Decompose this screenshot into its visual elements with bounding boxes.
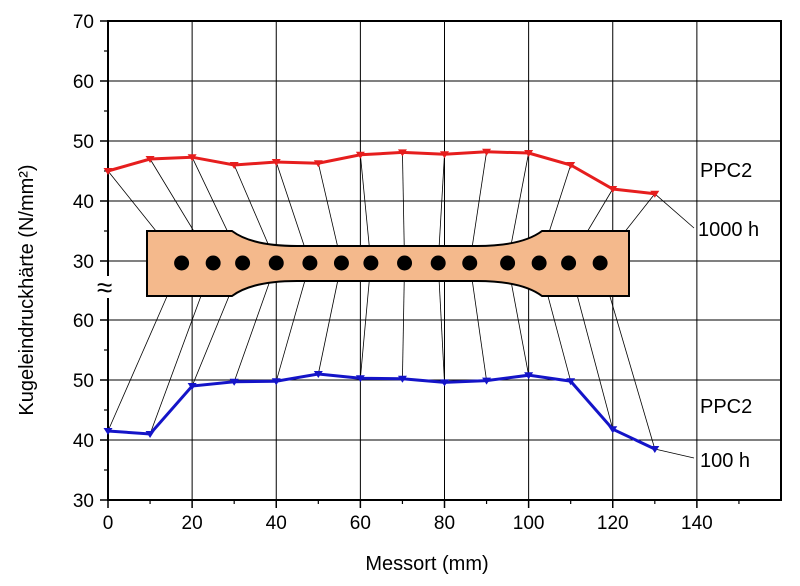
leader-line-upper — [402, 152, 405, 264]
tick-labels: 0 20 40 60 80 100 120 140 30 40 50 60 70 30 40 50 60 — [73, 12, 713, 534]
series-1000h-point — [608, 186, 618, 193]
axis-break-mask — [95, 276, 121, 298]
series-1000h-point — [103, 168, 113, 175]
label-lower-duration: 100 h — [700, 450, 750, 472]
series-1000h-point — [524, 150, 534, 157]
series-100h-point — [103, 428, 113, 435]
series-100h-point — [608, 426, 618, 434]
series-100h-point — [271, 378, 281, 386]
series-1000h-point — [397, 149, 407, 157]
label-leader-lower — [654, 448, 695, 459]
series-100h-point — [524, 372, 534, 380]
specimen-measure-point — [462, 255, 478, 271]
leader-line-upper — [437, 154, 445, 264]
specimen-measure-point — [363, 255, 379, 271]
series-1000h-line — [107, 150, 655, 196]
tick-marks — [100, 20, 740, 508]
label-upper-material: PPC2 — [700, 160, 752, 182]
leader-line-lower — [402, 262, 405, 379]
specimen-measure-point — [205, 255, 221, 271]
specimen-measure-point — [302, 255, 318, 271]
leader-line-upper — [359, 154, 372, 264]
specimen-measure-points — [174, 255, 608, 271]
series-1000h-point — [271, 159, 281, 166]
series-1000h-point — [440, 151, 449, 159]
series-1000h-point — [482, 148, 492, 156]
y-tick-label-lower: 60 — [73, 311, 94, 332]
x-tick-label: 120 — [597, 513, 629, 534]
y-tick-label-upper: 30 — [73, 252, 94, 273]
y-tick-label-upper: 40 — [73, 192, 94, 213]
series-100h-line — [107, 372, 656, 451]
y-tick-label-upper: 70 — [73, 12, 94, 33]
series-1000h-point — [145, 156, 155, 163]
specimen-measure-point — [561, 255, 577, 271]
series-100h-point — [482, 377, 492, 385]
specimen-measure-point — [500, 255, 516, 271]
y-tick-label-upper: 60 — [73, 72, 94, 93]
specimen-measure-point — [174, 255, 190, 271]
specimen-measure-point — [430, 255, 446, 271]
leader-line-lower — [359, 262, 372, 379]
specimen-measure-point — [235, 255, 251, 271]
series-1000h-point — [187, 154, 197, 162]
series-100h-point — [145, 431, 155, 438]
series-1000h-point — [313, 160, 323, 168]
series-100h-point — [229, 378, 239, 386]
y-tick-label-lower: 40 — [73, 431, 94, 452]
x-tick-label: 20 — [182, 513, 203, 534]
series-100h-point — [313, 371, 323, 378]
specimen-measure-point — [333, 255, 349, 271]
specimen-measure-point — [397, 255, 413, 271]
x-tick-label: 80 — [434, 513, 455, 534]
leader-lines — [107, 151, 695, 459]
specimen-measure-point — [592, 255, 608, 271]
leader-line-upper — [469, 151, 487, 264]
y-axis-title: Kugeleindruckhärte (N/mm²) — [16, 164, 38, 415]
leader-line-lower — [275, 262, 311, 382]
series-100h-point — [187, 383, 197, 390]
axis-break-symbol: ≈ — [97, 272, 112, 303]
leader-line-lower — [437, 262, 445, 383]
x-tick-label: 40 — [266, 513, 287, 534]
series-100h-point — [650, 446, 660, 453]
series-100h-point — [355, 375, 365, 383]
series-100h-point — [397, 375, 407, 383]
series-100h-point — [566, 378, 576, 386]
label-lower-material: PPC2 — [700, 396, 752, 418]
series-100h-point — [440, 379, 449, 387]
label-leader-upper — [654, 193, 695, 229]
label-upper-duration: 1000 h — [698, 219, 759, 241]
x-tick-label: 100 — [513, 513, 545, 534]
x-tick-label: 60 — [350, 513, 371, 534]
x-axis-title: Messort (mm) — [365, 553, 488, 575]
series-1000h-point — [229, 162, 239, 169]
y-tick-label-upper: 50 — [73, 132, 94, 153]
series-1000h-point — [355, 151, 365, 159]
y-tick-label-lower: 30 — [73, 491, 94, 512]
specimen-measure-point — [268, 255, 284, 271]
x-tick-label: 0 — [103, 513, 114, 534]
series-1000h-point — [566, 162, 576, 169]
x-tick-label: 140 — [681, 513, 713, 534]
data-series — [103, 148, 660, 453]
specimen-shape — [146, 230, 630, 297]
y-tick-label-lower: 50 — [73, 371, 94, 392]
leader-line-lower — [469, 262, 487, 381]
series-1000h-point — [650, 190, 660, 198]
specimen-measure-point — [531, 255, 547, 271]
